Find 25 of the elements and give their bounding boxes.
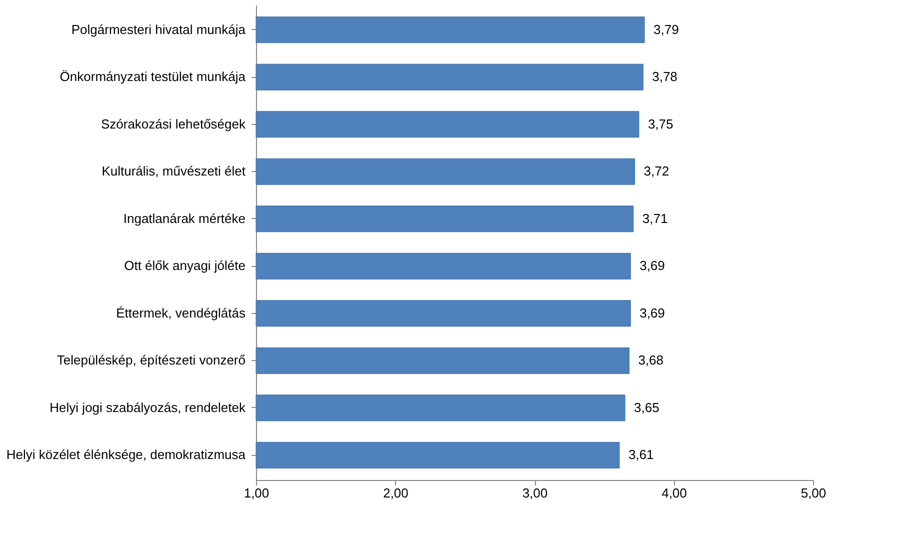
y-tick-label: Szórakozási lehetőségek [100,116,246,132]
y-tick-label: Településkép, építészeti vonzerő [56,352,246,368]
data-label: 3,79 [654,22,679,37]
data-label: 3,69 [640,258,665,274]
x-tick-label: 3,00 [522,486,548,500]
data-label: 3,61 [628,447,654,462]
y-tick-label: Ott élők anyagi jóléte [124,258,246,274]
y-tick-label: Önkormányzati testület munkája [60,69,246,84]
data-label: 3,75 [648,116,674,132]
y-tick-label: Helyi közélet élénksége, demokratizmusa [6,447,246,462]
x-tick-label: 5,00 [800,486,826,500]
data-label: 3,72 [644,164,670,179]
x-tick-label: 4,00 [662,486,687,500]
data-label: 3,71 [642,210,668,226]
y-tick-label: Kulturális, művészeti élet [102,164,246,179]
data-label: 3,65 [634,400,660,415]
data-label: 3,78 [652,69,678,84]
data-label: 3,69 [640,305,665,320]
y-tick-label: Ingatlanárak mértéke [123,210,246,226]
y-tick-label: Éttermek, vendéglátás [116,305,246,320]
x-tick-label: 1,00 [244,486,270,500]
y-tick-label: Helyi jogi szabályozás, rendeletek [50,400,246,415]
y-tick-label: Polgármesteri hivatal munkája [71,22,246,37]
data-label: 3,68 [638,352,664,368]
x-tick-label: 2,00 [383,486,408,500]
